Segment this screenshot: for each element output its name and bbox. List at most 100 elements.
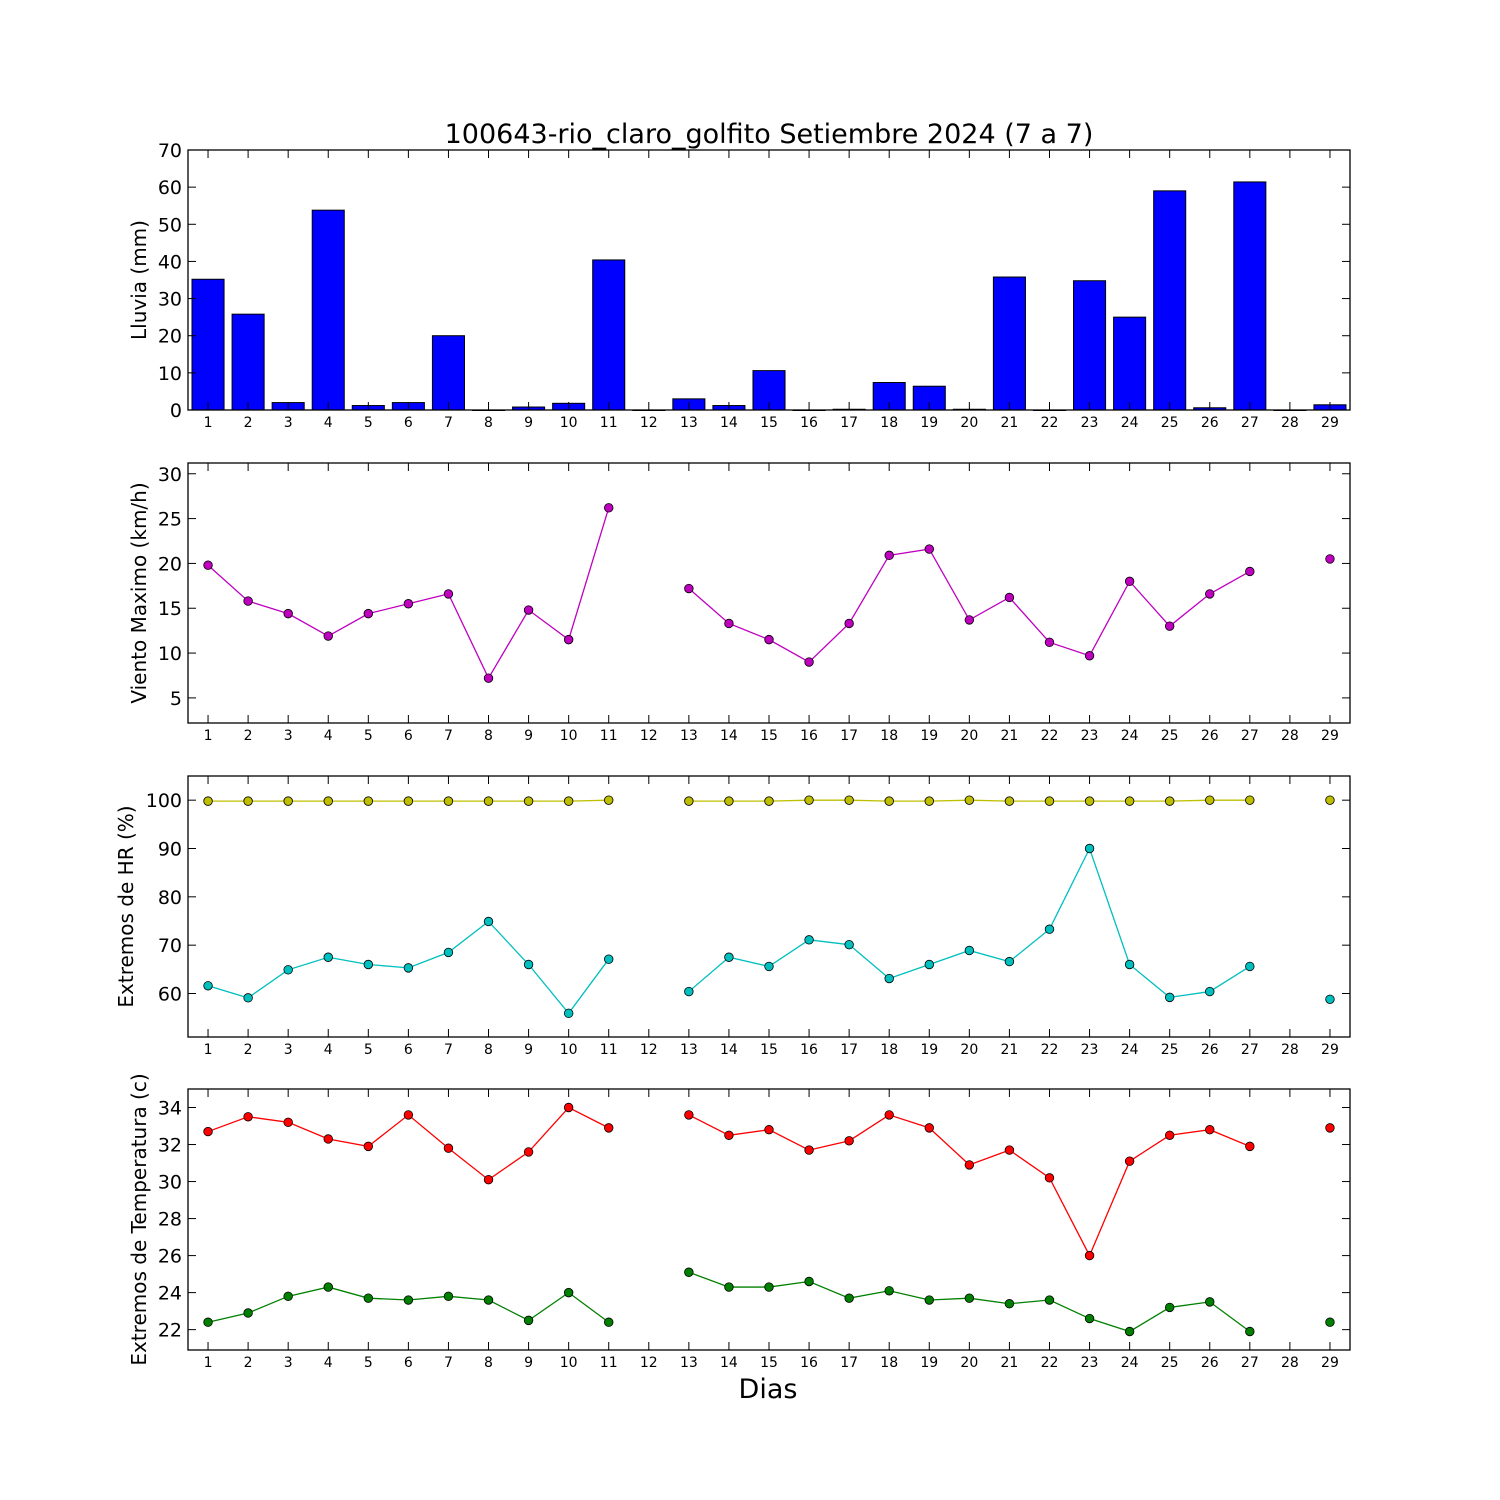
humidity-series-0-point-19 <box>924 796 934 806</box>
rain-xtick-label: 20 <box>960 415 978 431</box>
rain-ytick-label: 70 <box>158 140 182 162</box>
humidity-series-1-point-9 <box>523 959 534 970</box>
temperature-series-1-point-16 <box>804 1276 814 1287</box>
temperature-series-0-point-27 <box>1245 1141 1255 1152</box>
wind-xtick-label: 28 <box>1281 728 1299 744</box>
humidity-series-0-point-17 <box>844 795 854 805</box>
temperature-xtick-label: 28 <box>1281 1355 1299 1371</box>
humidity-series-0-point-2 <box>243 796 253 806</box>
wind-xtick-label: 17 <box>840 728 858 744</box>
temperature-xtick-label: 18 <box>880 1355 898 1371</box>
wind-series-0-point-13 <box>684 583 694 594</box>
temperature-series-0-point-14 <box>724 1130 734 1140</box>
temperature-series-1-point-18 <box>884 1286 894 1296</box>
wind-xtick-label: 4 <box>324 728 333 744</box>
rain-bar-1 <box>191 278 225 411</box>
temperature-ytick-label: 34 <box>158 1098 182 1120</box>
temperature-series-0-point-29 <box>1325 1123 1335 1133</box>
wind-ytick-label: 25 <box>158 509 182 531</box>
temperature-xtick-label: 14 <box>720 1355 738 1371</box>
temperature-xtick-label: 2 <box>244 1355 253 1371</box>
wind-y-axis-label: Viento Maximo (km/h) <box>127 482 151 703</box>
humidity-series-1-point-2 <box>243 993 253 1003</box>
temperature-ytick-label: 30 <box>158 1172 182 1194</box>
wind-series-0-point-9 <box>523 605 534 615</box>
humidity-series-1-point-14 <box>724 952 734 962</box>
rain-xtick-label: 22 <box>1041 415 1059 431</box>
wind-xtick-label: 25 <box>1161 728 1179 744</box>
humidity-series-1-point-10 <box>563 1008 574 1019</box>
humidity-series-1-point-25 <box>1164 992 1175 1003</box>
wind-xtick-label: 10 <box>560 728 578 744</box>
humidity-series-0-point-1 <box>203 796 213 806</box>
humidity-xtick-label: 24 <box>1121 1042 1139 1058</box>
temperature-xtick-label: 17 <box>840 1355 858 1371</box>
rain-xtick-label: 29 <box>1321 415 1339 431</box>
temperature-series-0-point-21 <box>1004 1145 1015 1155</box>
temperature-series-1-point-10 <box>563 1287 574 1298</box>
humidity-series-0-point-8 <box>483 796 494 806</box>
humidity-series-1-point-26 <box>1205 986 1215 997</box>
humidity-series-1-point-3 <box>283 965 293 975</box>
humidity-series-1-point-21 <box>1004 956 1015 967</box>
humidity-xtick-label: 2 <box>244 1042 253 1058</box>
humidity-ytick-label: 70 <box>158 935 182 957</box>
rain-xtick-label: 7 <box>444 415 453 431</box>
temperature-series-0-point-20 <box>964 1160 975 1170</box>
temperature-xtick-label: 11 <box>600 1355 618 1371</box>
wind-series-0-point-25 <box>1164 621 1175 631</box>
humidity-series-1-point-22 <box>1044 924 1055 934</box>
temperature-xtick-label: 25 <box>1161 1355 1179 1371</box>
wind-xtick-label: 19 <box>920 728 938 744</box>
temperature-xtick-label: 22 <box>1041 1355 1059 1371</box>
rain-ytick-label: 0 <box>170 400 182 422</box>
temperature-ytick-label: 26 <box>158 1246 182 1268</box>
wind-xtick-label: 8 <box>484 728 493 744</box>
temperature-xtick-label: 15 <box>760 1355 778 1371</box>
temperature-xtick-label: 7 <box>444 1355 453 1371</box>
temperature-series-1-point-7 <box>443 1291 454 1302</box>
temperature-series-0-point-22 <box>1044 1173 1055 1183</box>
rain-xtick-label: 19 <box>920 415 938 431</box>
wind-ytick-label: 5 <box>170 688 182 710</box>
temperature-series-0-point-3 <box>283 1117 293 1128</box>
humidity-series-1-point-24 <box>1124 959 1135 970</box>
rain-xtick-label: 11 <box>600 415 618 431</box>
temperature-series-0-point-1 <box>203 1126 213 1137</box>
rain-xtick-label: 12 <box>640 415 658 431</box>
rain-xtick-label: 26 <box>1201 415 1219 431</box>
humidity-series-0-point-25 <box>1164 796 1175 806</box>
temperature-series-1-point-15 <box>764 1282 774 1292</box>
temperature-series-1-point-1 <box>203 1317 213 1327</box>
humidity-series-0-point-15 <box>764 796 774 806</box>
wind-xtick-label: 6 <box>404 728 413 744</box>
humidity-xtick-label: 26 <box>1201 1042 1219 1058</box>
humidity-xtick-label: 8 <box>484 1042 493 1058</box>
temperature-series-1-point-24 <box>1124 1326 1135 1337</box>
rain-xtick-label: 21 <box>1000 415 1018 431</box>
wind-ytick-label: 10 <box>158 643 182 665</box>
humidity-series-1-point-1 <box>203 981 213 991</box>
wind-xtick-label: 27 <box>1241 728 1259 744</box>
chart-title: 100643-rio_claro_golfito Setiembre 2024 … <box>445 119 1094 150</box>
humidity-ytick-label: 60 <box>158 984 182 1006</box>
humidity-series-0-point-13 <box>684 796 694 806</box>
humidity-xtick-label: 6 <box>404 1042 413 1058</box>
rain-bar-21 <box>992 276 1026 411</box>
temperature-series-0-point-4 <box>323 1134 333 1144</box>
rain-xtick-label: 6 <box>404 415 413 431</box>
temperature-xtick-label: 24 <box>1121 1355 1139 1371</box>
rain-xtick-label: 3 <box>284 415 293 431</box>
temperature-xtick-label: 19 <box>920 1355 938 1371</box>
humidity-series-1-point-8 <box>483 916 494 927</box>
humidity-series-1-point-4 <box>323 952 333 962</box>
rain-xtick-label: 5 <box>364 415 373 431</box>
temperature-series-1-point-23 <box>1084 1313 1095 1324</box>
temperature-xtick-label: 21 <box>1000 1355 1018 1371</box>
wind-xtick-label: 11 <box>600 728 618 744</box>
rain-bar-25 <box>1153 190 1187 411</box>
humidity-xtick-label: 12 <box>640 1042 658 1058</box>
